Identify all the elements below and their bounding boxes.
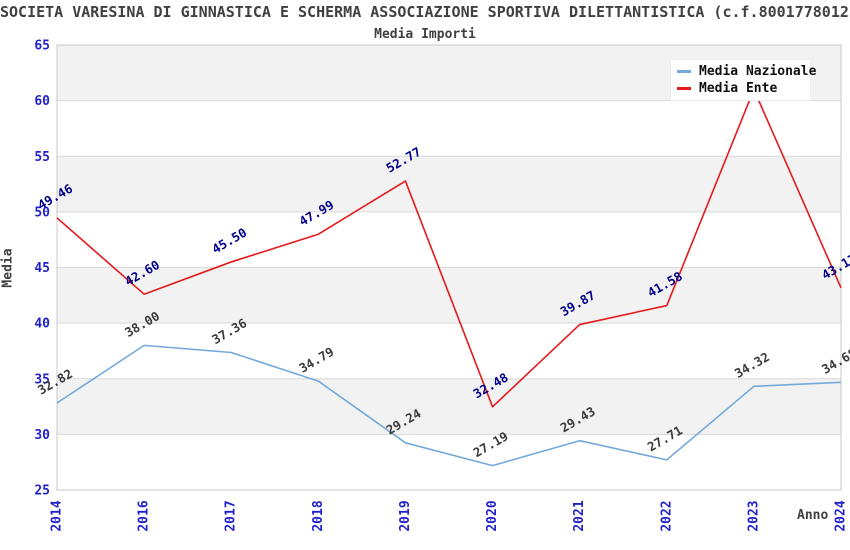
plot-frame: [56, 44, 842, 491]
y-tick-label: 60: [34, 94, 50, 109]
y-tick-label: 25: [34, 484, 50, 499]
legend-item-media-ente: Media Ente: [677, 81, 810, 97]
plot-band: [57, 434, 841, 490]
plot-band: [57, 323, 841, 379]
chart-subtitle: Media Importi: [374, 27, 476, 42]
x-tick-label: 2023: [746, 500, 761, 531]
legend: Media Nazionale Media Ente: [670, 59, 816, 101]
y-tick-label: 35: [34, 372, 50, 387]
y-tick-label: 65: [34, 39, 50, 54]
series-line-media-nazionale: [56, 344, 842, 467]
legend-swatch-media-ente: [677, 87, 691, 91]
y-tick-label: 30: [34, 428, 50, 443]
x-tick-label: 2020: [485, 500, 500, 531]
x-axis-label: Anno: [797, 508, 829, 523]
x-tick-label: 2021: [572, 500, 587, 531]
y-axis-label: Media: [0, 248, 16, 288]
y-tick-label: 50: [34, 205, 50, 220]
legend-label: Media Ente: [699, 81, 778, 97]
y-tick-label: 45: [34, 261, 50, 276]
x-tick-label: 2022: [659, 500, 674, 531]
page-title: SOCIETA VARESINA DI GINNASTICA E SCHERMA…: [0, 3, 850, 21]
x-tick-label: 2019: [398, 500, 413, 531]
plot-band: [57, 100, 841, 157]
plot-band: [57, 378, 841, 435]
y-tick-label: 40: [34, 317, 50, 332]
plot-band: [57, 211, 841, 268]
legend-item-media-nazionale: Media Nazionale: [677, 63, 816, 79]
x-tick-label: 2014: [50, 500, 65, 531]
y-tick-label: 55: [34, 150, 50, 165]
x-tick-label: 2024: [834, 500, 849, 531]
x-tick-label: 2016: [137, 500, 152, 531]
x-tick-label: 2018: [311, 500, 326, 531]
x-tick-label: 2017: [224, 500, 239, 531]
plot-band: [57, 156, 841, 212]
legend-swatch-media-nazionale: [677, 69, 691, 73]
series-line-media-ente: [56, 88, 842, 408]
legend-label: Media Nazionale: [699, 63, 817, 79]
